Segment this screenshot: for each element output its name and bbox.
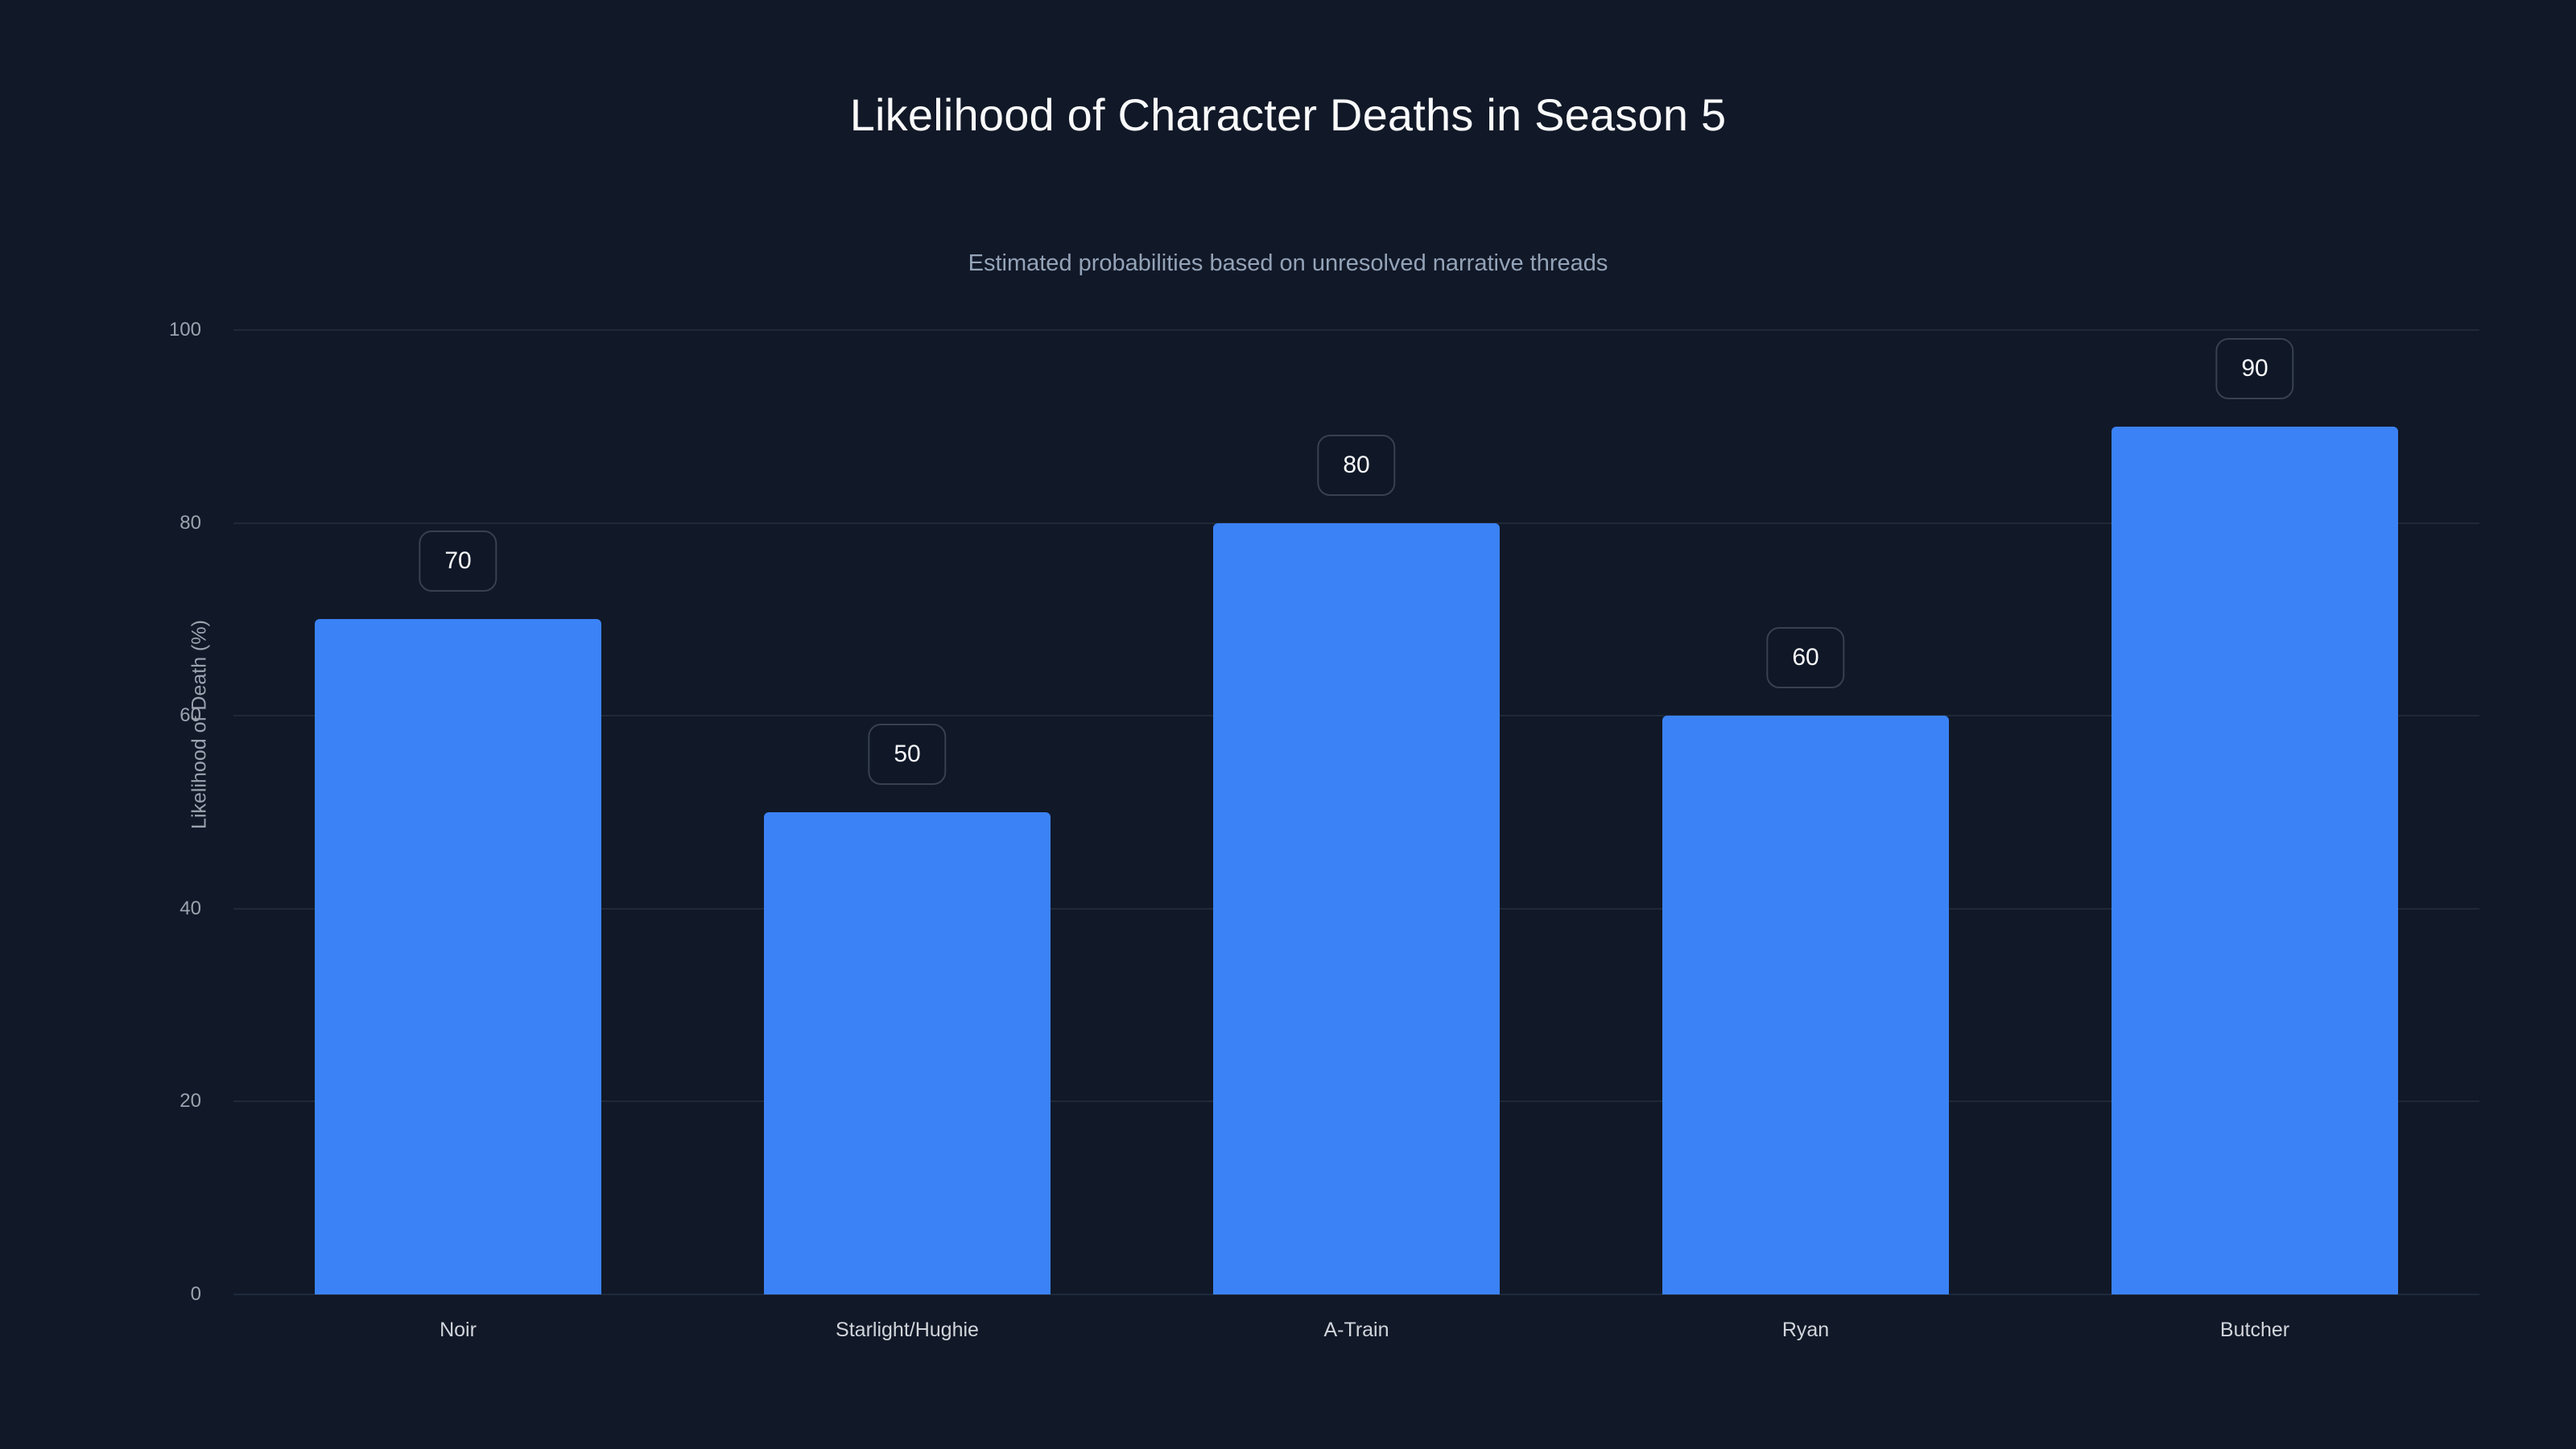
chart-subtitle: Estimated probabilities based on unresol… [968, 250, 1608, 276]
y-axis-tick-label: 40 [180, 897, 201, 919]
x-axis-tick-label: Butcher [2219, 1319, 2290, 1341]
x-axis-tick-label: A-Train [1323, 1319, 1389, 1341]
y-axis-tick-label: 80 [180, 511, 201, 534]
bar-value-badge: 70 [419, 530, 497, 592]
y-axis-tick-label: 0 [190, 1283, 201, 1305]
gridline [233, 329, 2479, 331]
y-axis-tick-label: 100 [168, 319, 201, 341]
chart-title: Likelihood of Character Deaths in Season… [849, 89, 1727, 140]
bar-value-badge: 60 [1766, 627, 1845, 689]
bar-value-badge: 90 [2215, 337, 2294, 399]
bar[interactable] [315, 619, 601, 1294]
x-axis-tick-label: Starlight/Hughie [836, 1319, 979, 1341]
gridline [233, 1294, 2479, 1295]
x-axis-tick-label: Noir [440, 1319, 477, 1341]
y-axis-tick-label: 20 [180, 1090, 201, 1113]
bar[interactable] [764, 812, 1051, 1294]
bar-value-badge: 80 [1317, 434, 1396, 496]
bar-value-badge: 50 [868, 724, 947, 785]
bar[interactable] [1662, 716, 1949, 1294]
bar[interactable] [2112, 426, 2398, 1294]
x-axis-tick-label: Ryan [1781, 1319, 1830, 1341]
bar[interactable] [1213, 522, 1500, 1294]
gridline [233, 522, 2479, 524]
plot-area: 100 80 60 40 20 0 [169, 320, 2479, 1304]
y-axis-tick-label: 60 [180, 704, 201, 727]
